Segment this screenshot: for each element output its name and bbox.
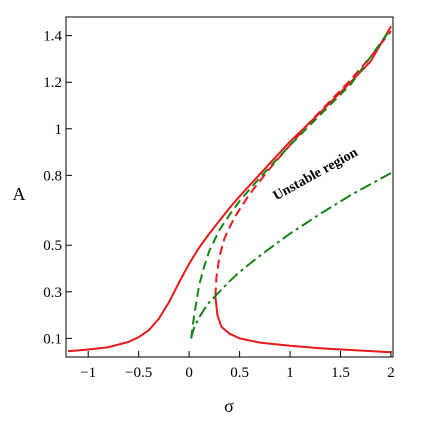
x-tick-label: −1 [80,365,96,381]
y-tick-label: 1.2 [43,75,62,91]
plot-frame [65,16,394,358]
x-tick-label: 0.5 [230,365,249,381]
x-tick-label: 1 [286,365,294,381]
x-tick-label: 1.5 [331,365,350,381]
y-tick-label: 0.1 [43,331,62,347]
y-tick-label: 0.3 [43,285,62,301]
series-3-curve [190,28,392,339]
series-2-curve [214,30,392,297]
y-tick-label: 0.5 [43,238,62,254]
series-1-curve [214,296,392,354]
x-axis-title: σ [224,396,234,416]
x-ticks: −1 −0.5 0 0.5 1 1.5 2 [80,351,395,381]
y-tick-label: 1.4 [43,29,62,45]
y-ticks: 0.1 0.3 0.5 0.8 1 1.2 1.4 [43,29,72,347]
y-axis-title: A [13,184,26,204]
y-tick-label: 1 [55,122,63,138]
x-tick-label: 2 [387,365,395,381]
series-4-curve [190,172,392,339]
x-tick-label: 0 [185,365,193,381]
annotation-unstable-region: Unstable region [271,145,361,204]
curves-layer [67,25,392,354]
x-tick-label: −0.5 [125,365,152,381]
y-tick-label: 0.8 [43,168,62,184]
series-0-curve [67,25,392,353]
